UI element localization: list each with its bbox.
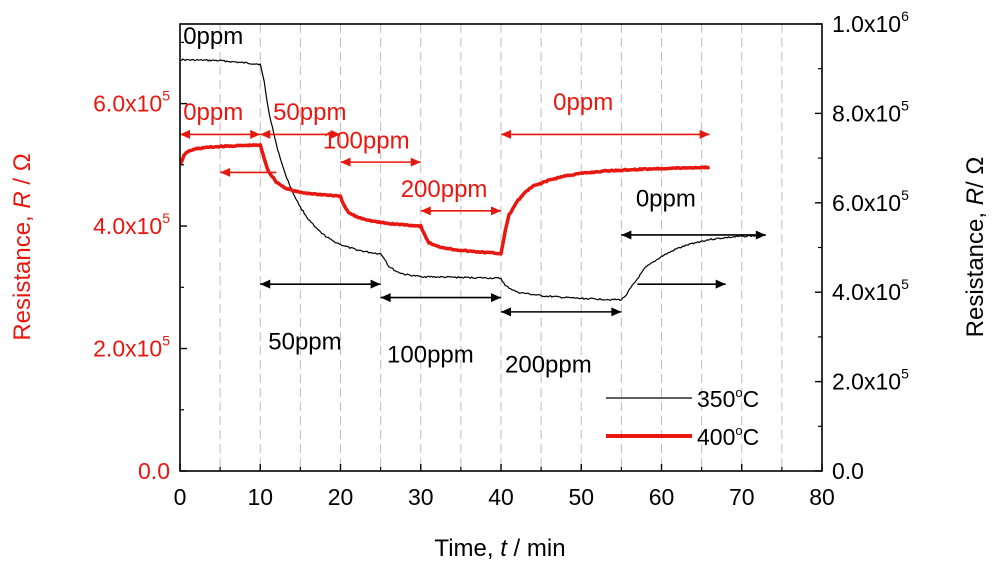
annotation-label-6: 50ppm [273,99,346,126]
range-arrow-2 [220,167,277,177]
legend-label-400: 400oC [697,423,759,450]
x-tick-label-80: 80 [809,484,835,510]
range-arrow-6 [260,279,381,289]
annotation-label-5: 0ppm [183,99,243,126]
x-axis-title: Time, t / min [434,535,565,562]
annotation-label-0: 0ppm [183,23,243,50]
range-arrow-9 [621,230,766,240]
left-tick-label-2: 4.0x105 [93,210,170,239]
arrow-layer [180,129,766,317]
range-arrow-10 [637,279,726,289]
annotation-label-2: 100ppm [387,341,474,368]
x-tick-label-0: 0 [174,484,187,510]
range-arrow-4 [420,206,501,216]
x-tick-label-50: 50 [568,484,594,510]
series-line-400 [180,142,711,256]
range-arrow-8 [501,307,622,317]
annotation-label-1: 50ppm [268,328,341,355]
x-axis-ticks: 0 10 20 30 40 50 60 70 80 [174,464,835,510]
left-tick-label-0: 0.0 [138,458,170,484]
left-axis-title: Resistance, R / Ω [9,153,36,340]
right-tick-label-5: 1.0x106 [832,8,909,37]
annotation-label-3: 200ppm [505,352,592,379]
right-tick-label-4: 8.0x105 [832,97,909,126]
grid-lines [219,24,783,471]
right-tick-label-2: 4.0x105 [832,276,909,305]
right-tick-label-0: 0.0 [832,458,864,484]
right-tick-label-3: 6.0x105 [832,187,909,216]
x-tick-label-10: 10 [247,484,273,510]
right-axis-ticks: 0.0 2.0x105 4.0x105 6.0x105 8.0x105 1.0x106 [815,8,909,484]
x-tick-label-70: 70 [729,484,755,510]
left-tick-label-1: 2.0x105 [93,333,170,362]
x-tick-label-40: 40 [488,484,514,510]
range-arrow-3 [340,157,421,167]
annotation-label-8: 200ppm [401,176,488,203]
annotation-label-7: 100ppm [323,127,410,154]
legend: 350oC 400oC [606,385,759,450]
x-tick-label-30: 30 [408,484,434,510]
range-arrow-5 [501,129,710,139]
x-tick-label-20: 20 [328,484,354,510]
left-axis-ticks: 0.0 2.0x105 4.0x105 6.0x105 [93,41,187,484]
right-axis-title: Resistance, R/ Ω [962,157,989,338]
series-line-350 [180,58,763,301]
annotation-label-4: 0ppm [636,185,696,212]
right-tick-label-1: 2.0x105 [832,366,909,395]
range-arrow-7 [380,293,501,303]
range-arrow-1 [260,129,341,139]
legend-label-350: 350oC [697,385,759,412]
annotation-label-9: 0ppm [553,89,613,116]
x-tick-label-60: 60 [649,484,675,510]
left-tick-label-3: 6.0x105 [93,88,170,117]
range-arrow-0 [180,129,261,139]
series-layer [180,58,763,301]
